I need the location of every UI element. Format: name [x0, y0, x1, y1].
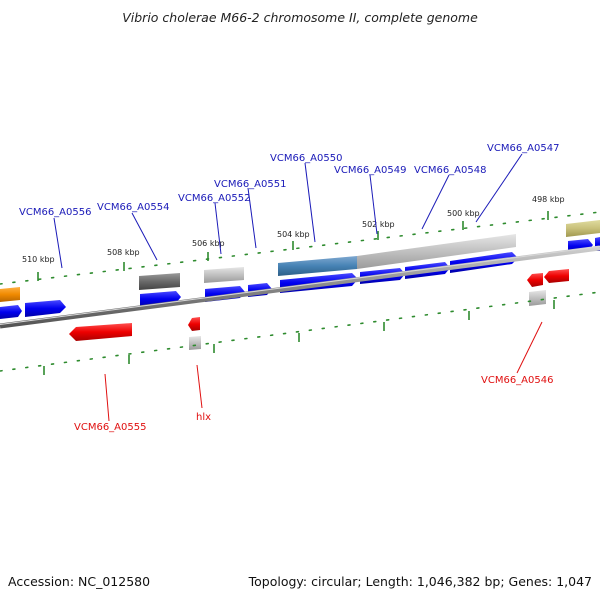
gene-forward-2[interactable]	[25, 300, 66, 317]
gene-label-hlx[interactable]: hlx	[196, 412, 211, 423]
tick-label-504: 504 kbp	[277, 230, 310, 239]
gene-lower-grey-1[interactable]	[189, 336, 201, 350]
gene-forward-1[interactable]	[0, 305, 22, 319]
gene-label-vcm66-a0554[interactable]: VCM66_A0554	[97, 202, 169, 213]
gene-light-grey-a0549[interactable]	[357, 234, 516, 269]
gene-reverse-a0546-a[interactable]	[527, 273, 543, 287]
genome-backbone	[0, 245, 600, 329]
tick-label-498: 498 kbp	[532, 195, 565, 204]
gene-reverse-hlx[interactable]	[188, 317, 200, 331]
accession-text: Accession: NC_012580	[8, 574, 150, 589]
gene-label-vcm66-a0546[interactable]: VCM66_A0546	[481, 375, 553, 386]
gene-lower-grey-2[interactable]	[529, 290, 546, 306]
lower-major-ticks	[43, 300, 555, 375]
gene-dark-grey[interactable]	[139, 273, 180, 290]
gene-label-vcm66-a0550[interactable]: VCM66_A0550	[270, 153, 342, 164]
tick-label-502: 502 kbp	[362, 220, 395, 229]
gene-label-vcm66-a0556[interactable]: VCM66_A0556	[19, 207, 91, 218]
leader-lines-blue	[53, 153, 523, 269]
tick-label-506: 506 kbp	[192, 239, 225, 248]
gene-label-vcm66-a0552[interactable]: VCM66_A0552	[178, 193, 250, 204]
gene-steelblue-a0550[interactable]	[278, 256, 357, 276]
genome-summary-text: Topology: circular; Length: 1,046,382 bp…	[248, 574, 592, 589]
gene-orange-partial[interactable]	[0, 287, 20, 302]
gene-reverse-a0546-b[interactable]	[544, 269, 569, 283]
tick-label-510: 510 kbp	[22, 255, 55, 264]
upper-major-ticks	[37, 211, 549, 281]
gene-olive[interactable]	[566, 220, 600, 237]
gene-label-vcm66-a0548[interactable]: VCM66_A0548	[414, 165, 486, 176]
gene-label-vcm66-a0551[interactable]: VCM66_A0551	[214, 179, 286, 190]
gene-label-vcm66-a0549[interactable]: VCM66_A0549	[334, 165, 406, 176]
gene-label-vcm66-a0547[interactable]: VCM66_A0547	[487, 143, 559, 154]
tick-label-508: 508 kbp	[107, 248, 140, 257]
gene-light-grey-a0552[interactable]	[204, 267, 244, 283]
leader-lines-red	[104, 321, 543, 422]
gene-labels-reverse: VCM66_A0555 hlx VCM66_A0546	[74, 375, 553, 433]
tick-labels: 510 kbp 508 kbp 506 kbp 504 kbp 502 kbp …	[22, 195, 565, 264]
gene-label-vcm66-a0555[interactable]: VCM66_A0555	[74, 422, 146, 433]
gene-labels-forward: VCM66_A0556 VCM66_A0554 VCM66_A0552 VCM6…	[19, 143, 559, 218]
gene-reverse-a0555[interactable]	[69, 323, 132, 341]
tick-label-500: 500 kbp	[447, 209, 480, 218]
map-title: Vibrio cholerae M66-2 chromosome II, com…	[122, 10, 478, 25]
